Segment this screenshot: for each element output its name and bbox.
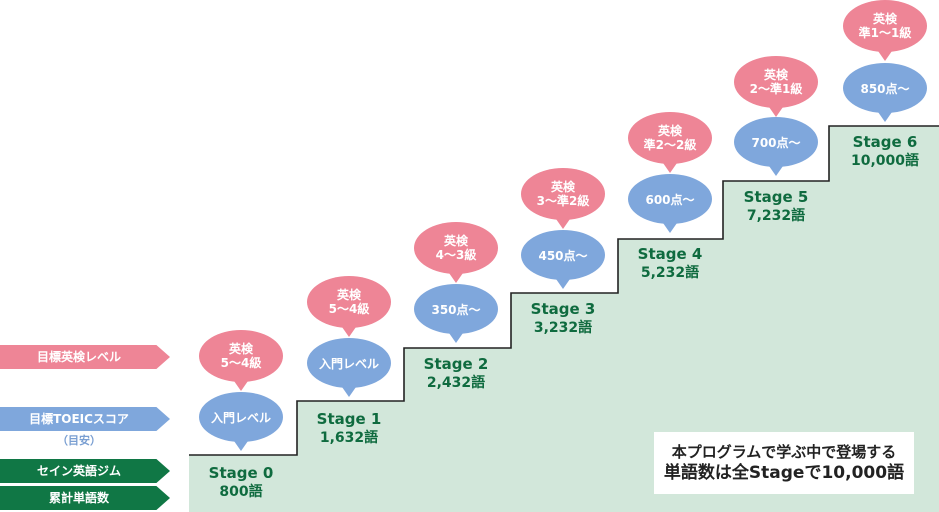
eiken-label: 英検	[763, 68, 788, 82]
eiken-label: 英検	[657, 124, 682, 138]
stage-1-eiken-bubble: 英検 5〜4級	[307, 276, 391, 337]
stage-4-toeic-bubble: 600点〜	[628, 174, 712, 233]
stage-5-toeic-bubble: 700点〜	[734, 117, 818, 176]
stage-3-toeic-bubble: 450点〜	[521, 230, 605, 289]
toeic-score: 850点〜	[860, 81, 910, 96]
toeic-score: 700点〜	[751, 135, 801, 150]
legend-toeic: 目標TOEICスコア	[0, 407, 170, 431]
word-count-note: 本プログラムで学ぶ中で登場する 単語数は全Stageで10,000語	[654, 432, 914, 494]
legend-words-label: 累計単語数	[48, 491, 109, 505]
stage-name: Stage 4	[637, 245, 703, 263]
legend-words: 累計単語数	[0, 486, 170, 510]
legend-toeic-note: （目安）	[57, 434, 101, 447]
eiken-level: 準2〜2級	[643, 138, 697, 152]
stage-name: Stage 2	[423, 355, 489, 373]
stage-3-label: Stage 3 3,232語	[513, 300, 613, 338]
legend-gym-label: セイン英語ジム	[36, 464, 121, 478]
stage-name: Stage 6	[852, 133, 918, 151]
stage-1-label: Stage 1 1,632語	[299, 410, 399, 448]
stage-1-toeic-bubble: 入門レベル	[307, 338, 391, 397]
stage-name: Stage 5	[743, 188, 809, 206]
toeic-score: 600点〜	[645, 192, 695, 207]
stage-words: 3,232語	[533, 320, 593, 336]
toeic-score: 入門レベル	[318, 356, 379, 371]
eiken-level: 5〜4級	[220, 356, 262, 370]
stage-0-eiken-bubble: 英検 5〜4級	[199, 330, 283, 391]
stage-words: 1,632語	[319, 430, 379, 446]
legend-gym: セイン英語ジム	[0, 459, 170, 483]
stage-words: 5,232語	[640, 265, 700, 281]
eiken-level: 4〜3級	[435, 248, 477, 262]
stage-2-eiken-bubble: 英検 4〜3級	[414, 222, 498, 283]
eiken-label: 英検	[550, 180, 575, 194]
toeic-score: 450点〜	[538, 248, 588, 263]
stage-4-label: Stage 4 5,232語	[620, 245, 720, 283]
stage-3-eiken-bubble: 英検 3〜準2級	[521, 168, 605, 229]
note-line-1: 本プログラムで学ぶ中で登場する	[671, 443, 897, 461]
eiken-label: 英検	[228, 342, 253, 356]
eiken-level: 3〜準2級	[536, 194, 590, 208]
stage-6-eiken-bubble: 英検 準1〜1級	[843, 0, 927, 61]
stage-name: Stage 0	[208, 464, 274, 482]
stage-2-toeic-bubble: 350点〜	[414, 284, 498, 343]
note-line-2: 単語数は全Stageで10,000語	[663, 463, 905, 483]
eiken-label: 英検	[443, 234, 468, 248]
stage-0-toeic-bubble: 入門レベル	[199, 392, 283, 451]
eiken-level: 2〜準1級	[749, 82, 803, 96]
stage-words: 7,232語	[746, 208, 806, 224]
legend-eiken-label: 目標英検レベル	[36, 350, 121, 364]
stage-2-label: Stage 2 2,432語	[406, 355, 506, 393]
stage-0-label: Stage 0 800語	[191, 464, 291, 502]
stage-words: 800語	[219, 484, 263, 500]
staircase-fill	[189, 126, 939, 512]
stage-name: Stage 3	[530, 300, 596, 318]
eiken-label: 英検	[872, 12, 897, 26]
toeic-score: 入門レベル	[210, 410, 271, 425]
legend-eiken: 目標英検レベル	[0, 345, 170, 369]
legend-toeic-label: 目標TOEICスコア	[29, 412, 129, 426]
eiken-level: 準1〜1級	[858, 26, 912, 40]
eiken-label: 英検	[336, 288, 361, 302]
eiken-level: 5〜4級	[328, 302, 370, 316]
stage-words: 2,432語	[426, 375, 486, 391]
stage-6-label: Stage 6 10,000語	[835, 133, 935, 171]
staircase-edge	[189, 125, 939, 456]
stage-words: 10,000語	[850, 153, 920, 169]
stage-5-eiken-bubble: 英検 2〜準1級	[734, 56, 818, 117]
stage-name: Stage 1	[316, 410, 382, 428]
stage-6-toeic-bubble: 850点〜	[843, 63, 927, 122]
stage-5-label: Stage 5 7,232語	[726, 188, 826, 226]
stage-4-eiken-bubble: 英検 準2〜2級	[628, 112, 712, 173]
toeic-score: 350点〜	[431, 302, 481, 317]
